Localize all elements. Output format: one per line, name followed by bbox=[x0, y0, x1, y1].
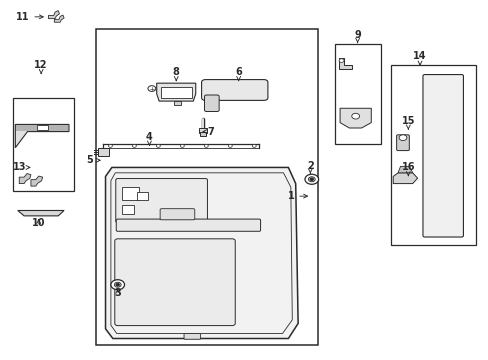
FancyBboxPatch shape bbox=[116, 179, 207, 223]
Circle shape bbox=[204, 144, 208, 147]
Circle shape bbox=[228, 144, 232, 147]
Bar bbox=[160, 87, 192, 98]
Text: 6: 6 bbox=[235, 67, 242, 81]
FancyBboxPatch shape bbox=[115, 239, 235, 325]
Bar bbox=[122, 205, 134, 214]
Circle shape bbox=[398, 135, 406, 140]
Text: 4: 4 bbox=[146, 132, 152, 145]
Circle shape bbox=[111, 280, 124, 290]
Circle shape bbox=[338, 59, 343, 62]
Circle shape bbox=[114, 282, 121, 287]
Text: 13: 13 bbox=[13, 162, 30, 172]
Bar bbox=[390, 65, 475, 244]
Polygon shape bbox=[31, 176, 42, 186]
Text: 9: 9 bbox=[353, 30, 360, 42]
Polygon shape bbox=[397, 166, 412, 173]
Circle shape bbox=[180, 144, 184, 147]
Text: 11: 11 bbox=[16, 12, 43, 22]
Polygon shape bbox=[392, 173, 417, 184]
Circle shape bbox=[116, 284, 119, 286]
Bar bbox=[199, 132, 206, 136]
Circle shape bbox=[308, 177, 315, 182]
FancyBboxPatch shape bbox=[422, 75, 463, 237]
Text: 3: 3 bbox=[114, 288, 121, 298]
Polygon shape bbox=[339, 108, 370, 128]
Bar bbox=[334, 44, 380, 144]
Bar bbox=[122, 187, 139, 200]
Bar bbox=[37, 125, 48, 130]
Polygon shape bbox=[105, 167, 298, 338]
Bar bbox=[173, 101, 181, 105]
Polygon shape bbox=[19, 174, 31, 184]
Polygon shape bbox=[15, 125, 69, 148]
Text: 7: 7 bbox=[203, 127, 213, 136]
Circle shape bbox=[252, 144, 256, 147]
Circle shape bbox=[351, 113, 359, 119]
Text: 2: 2 bbox=[306, 161, 313, 174]
Bar bbox=[198, 129, 207, 134]
Polygon shape bbox=[54, 15, 64, 22]
Text: 8: 8 bbox=[172, 67, 179, 81]
Bar bbox=[13, 98, 74, 191]
Text: 14: 14 bbox=[412, 51, 426, 65]
Polygon shape bbox=[48, 10, 60, 19]
Bar bbox=[98, 148, 109, 156]
FancyBboxPatch shape bbox=[160, 209, 194, 220]
Bar bbox=[96, 30, 317, 345]
Text: 12: 12 bbox=[34, 60, 48, 73]
Polygon shape bbox=[338, 58, 351, 69]
FancyBboxPatch shape bbox=[396, 135, 408, 150]
FancyBboxPatch shape bbox=[183, 333, 200, 339]
Text: 1: 1 bbox=[287, 191, 307, 201]
FancyBboxPatch shape bbox=[116, 219, 260, 231]
Bar bbox=[137, 192, 148, 200]
Text: 10: 10 bbox=[32, 218, 45, 228]
Polygon shape bbox=[157, 83, 195, 101]
Text: 15: 15 bbox=[401, 116, 414, 129]
Polygon shape bbox=[18, 211, 64, 216]
Text: 16: 16 bbox=[401, 162, 414, 176]
Circle shape bbox=[305, 174, 318, 184]
Circle shape bbox=[132, 144, 136, 147]
Circle shape bbox=[148, 86, 156, 91]
FancyBboxPatch shape bbox=[204, 95, 219, 112]
Circle shape bbox=[310, 178, 313, 180]
Circle shape bbox=[156, 144, 160, 147]
FancyBboxPatch shape bbox=[201, 80, 267, 100]
Text: 5: 5 bbox=[86, 155, 100, 165]
Circle shape bbox=[108, 144, 112, 147]
